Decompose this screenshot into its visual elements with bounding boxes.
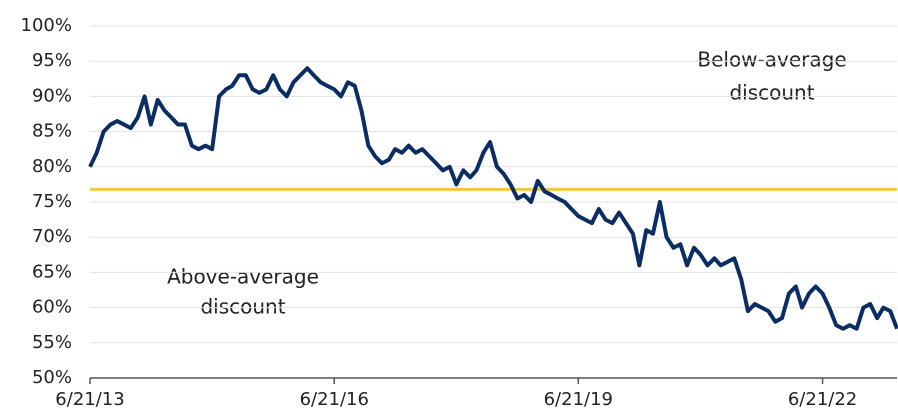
x-tick-label: 6/21/22 xyxy=(788,389,857,410)
y-tick-label: 95% xyxy=(32,50,72,71)
y-tick-label: 65% xyxy=(32,261,72,282)
y-tick-label: 60% xyxy=(32,297,72,318)
x-tick-label: 6/21/13 xyxy=(55,389,124,410)
x-tick-label: 6/21/19 xyxy=(544,389,613,410)
x-tick-label: 6/21/16 xyxy=(300,389,369,410)
y-tick-label: 70% xyxy=(32,226,72,247)
annotation: Above-average xyxy=(167,265,319,289)
y-tick-label: 75% xyxy=(32,191,72,212)
y-tick-label: 90% xyxy=(32,85,72,106)
data-line xyxy=(88,66,898,331)
y-tick-label: 100% xyxy=(21,15,72,36)
annotation: discount xyxy=(200,295,285,319)
annotation: Below-average xyxy=(697,48,846,72)
y-tick-label: 85% xyxy=(32,121,72,142)
y-tick-label: 80% xyxy=(32,156,72,177)
y-tick-label: 50% xyxy=(32,367,72,388)
annotation: discount xyxy=(729,81,814,105)
y-tick-label: 55% xyxy=(32,332,72,353)
